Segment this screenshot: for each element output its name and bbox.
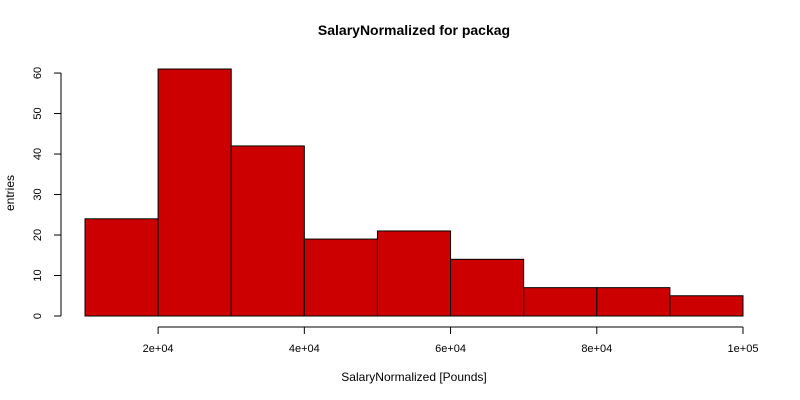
y-tick-label: 10: [32, 269, 44, 281]
y-axis-title: entries: [3, 175, 17, 211]
x-tick-label: 1e+05: [728, 343, 759, 355]
y-tick-label: 20: [32, 229, 44, 241]
histogram-bar-2: [157, 68, 232, 317]
x-tick-label: 8e+04: [581, 343, 612, 355]
y-tick-label: 30: [32, 188, 44, 200]
histogram-bar-5: [376, 230, 452, 317]
x-tick-label: 6e+04: [435, 343, 466, 355]
histogram-bar-1: [84, 218, 159, 317]
y-axis: 0 10 20 30 40 50 60: [32, 67, 62, 319]
histogram-bar-9: [669, 295, 744, 317]
bars-layer: [84, 68, 744, 317]
y-tick-label: 40: [32, 148, 44, 160]
y-tick-label: 50: [32, 107, 44, 119]
chart-title: SalaryNormalized for packag: [318, 22, 510, 38]
histogram-bar-3: [230, 145, 305, 317]
x-axis: 2e+04 4e+04 6e+04 8e+04 1e+05: [143, 326, 759, 355]
x-tick-label: 4e+04: [289, 343, 320, 355]
histogram-bar-6: [450, 258, 525, 317]
histogram-bar-4: [303, 238, 378, 317]
y-tick-label: 60: [32, 67, 44, 79]
y-tick-label: 0: [32, 313, 44, 319]
histogram-bar-7: [523, 287, 598, 317]
x-axis-title: SalaryNormalized [Pounds]: [341, 370, 486, 384]
histogram-bar-8: [596, 287, 671, 317]
x-tick-label: 2e+04: [143, 343, 174, 355]
